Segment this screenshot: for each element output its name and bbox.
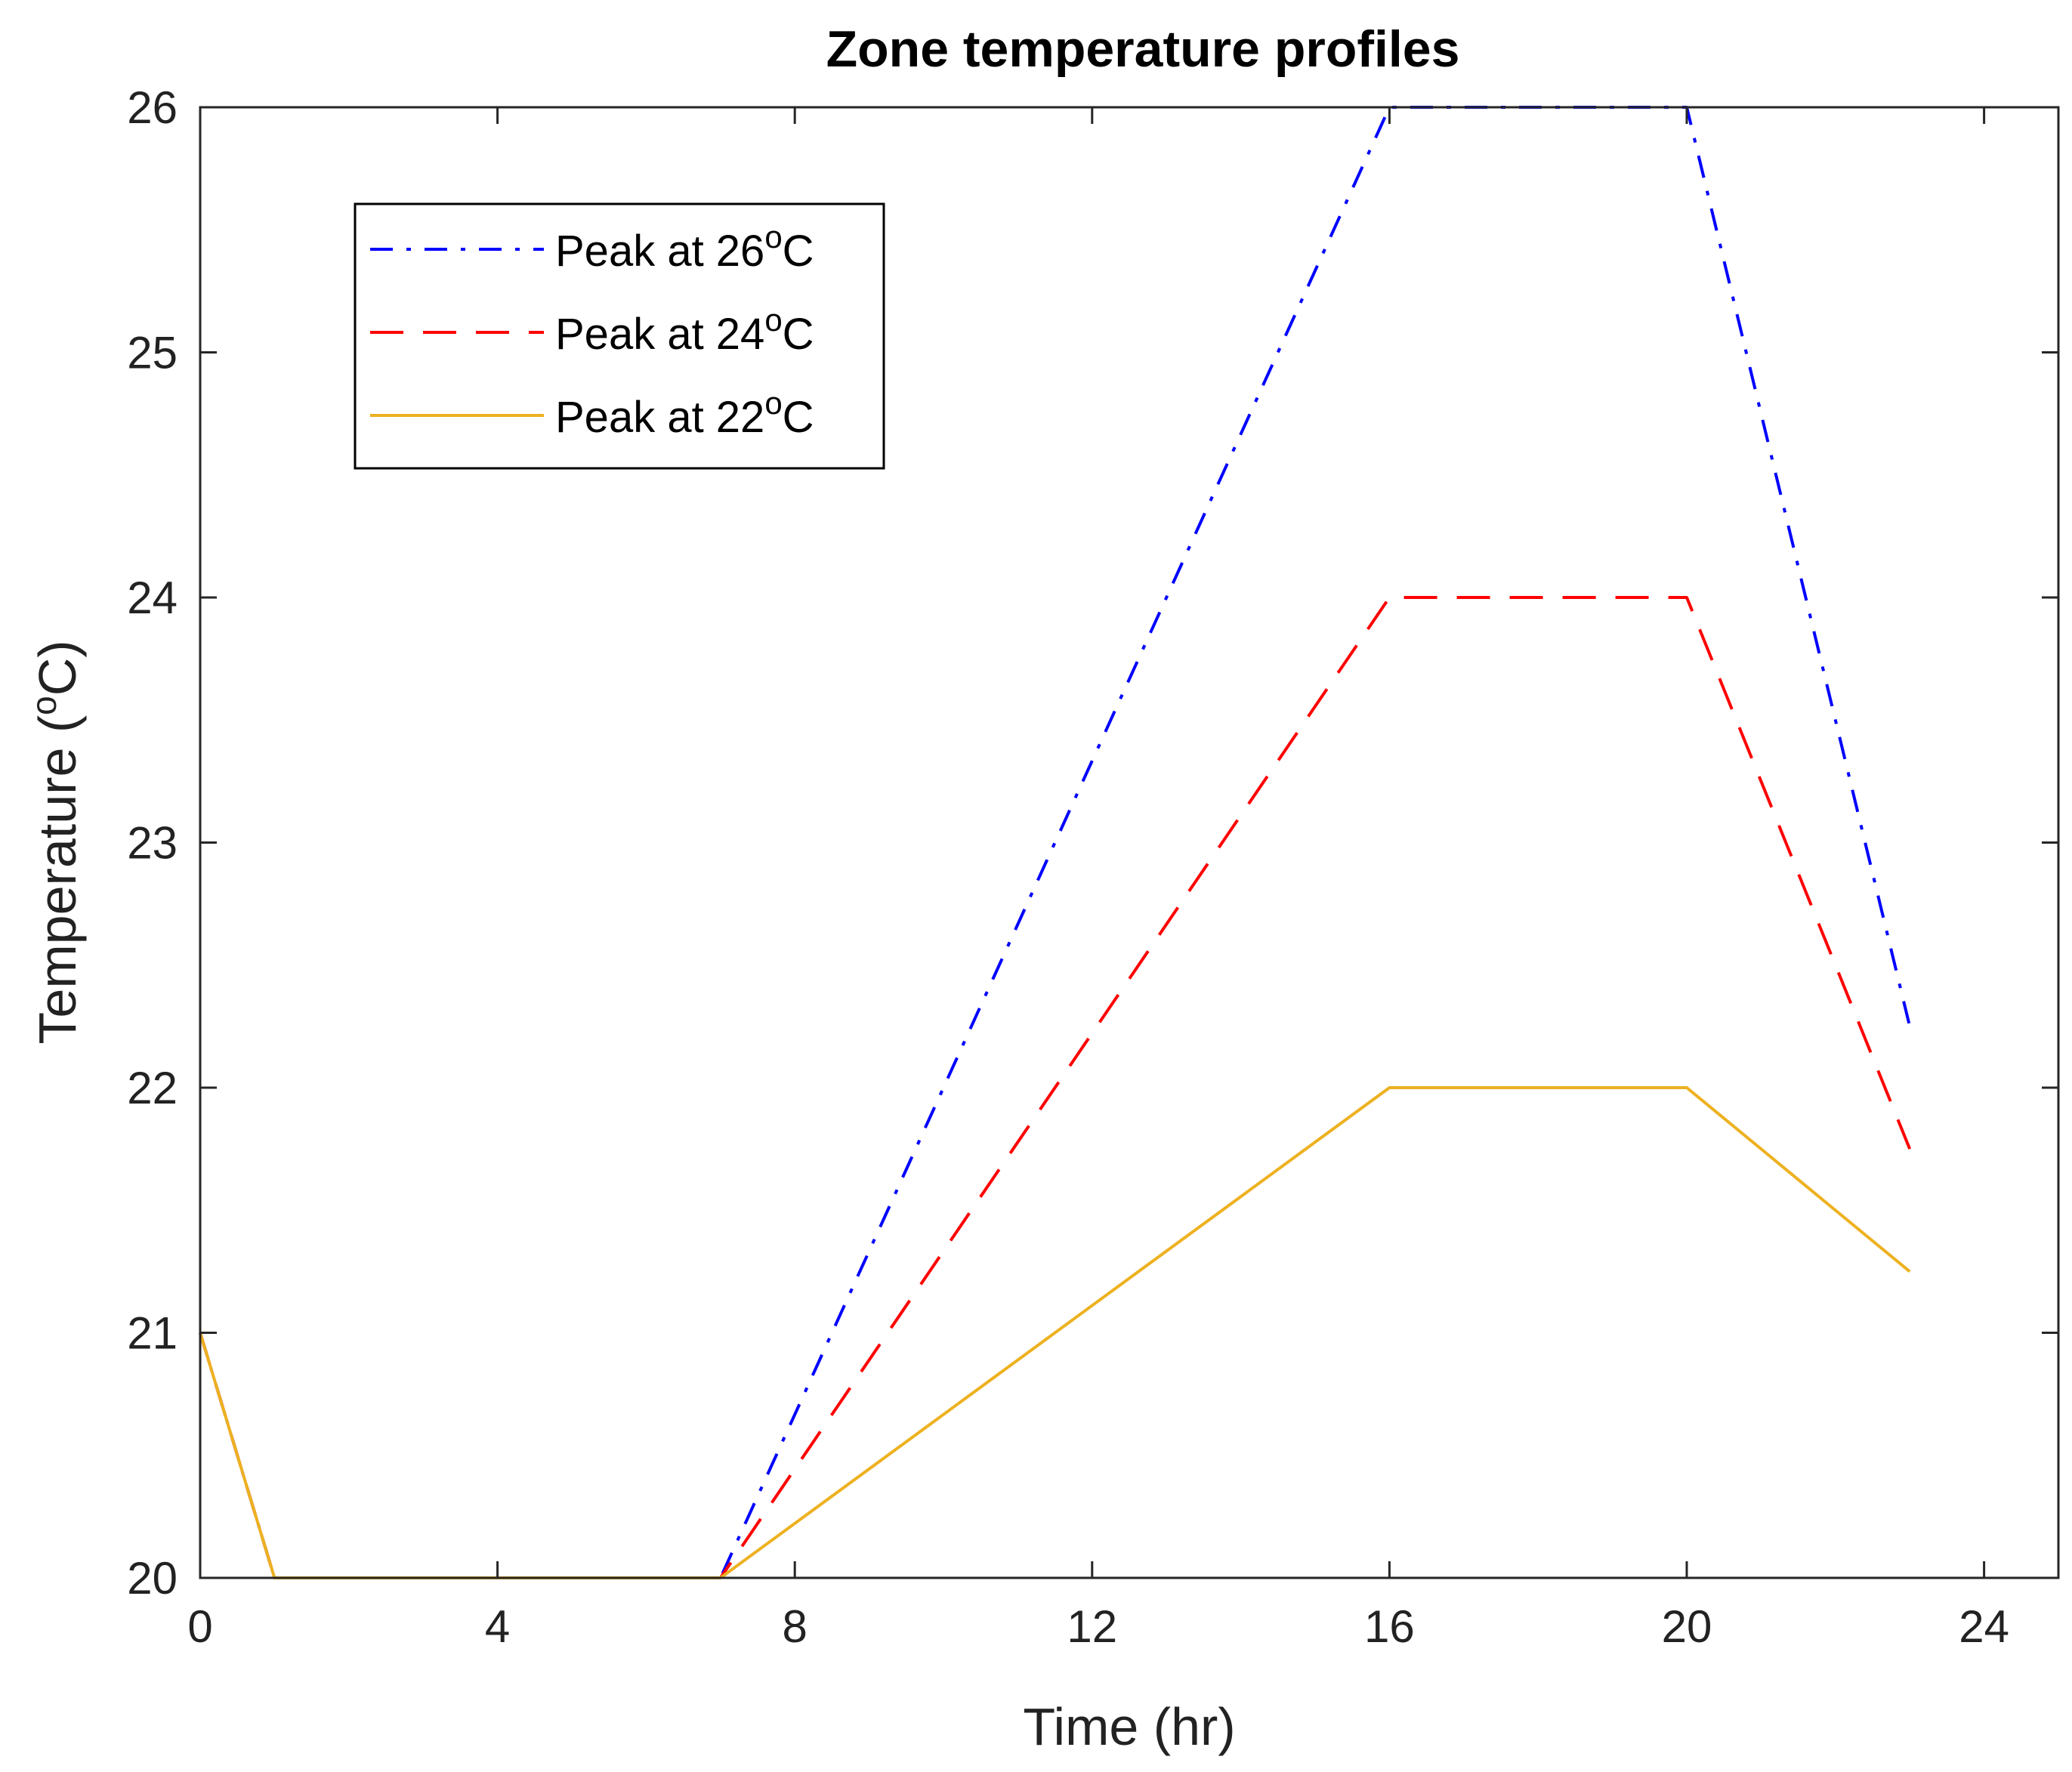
y-tick-label: 21 xyxy=(127,1308,178,1359)
x-tick-label: 4 xyxy=(485,1601,510,1652)
y-axis-ticks: 20 21 22 23 24 25 26 xyxy=(127,82,2058,1604)
x-axis-label: Time (hr) xyxy=(1023,1697,1235,1756)
legend-label-end: C xyxy=(783,393,814,442)
series-line-2 xyxy=(199,1086,1911,1579)
x-tick-label: 16 xyxy=(1364,1601,1415,1652)
y-tick-label: 25 xyxy=(127,328,178,378)
legend-label-0: Peak at 26oC xyxy=(555,219,814,276)
x-axis-ticks: 0 4 8 12 16 20 24 xyxy=(187,107,2009,1652)
series-layer xyxy=(199,106,1912,1579)
y-axis-label-main: Temperature ( xyxy=(28,715,87,1045)
legend-label-2: Peak at 22oC xyxy=(555,385,814,442)
y-tick-label: 26 xyxy=(127,82,178,133)
legend-label-end: C xyxy=(783,310,814,359)
x-tick-label: 24 xyxy=(1959,1601,2009,1652)
legend-label-sup: o xyxy=(764,219,782,255)
y-tick-label: 23 xyxy=(127,818,178,869)
y-tick-label: 22 xyxy=(127,1063,178,1113)
legend-label-sup: o xyxy=(764,385,782,421)
legend-label-main: Peak at 26 xyxy=(555,227,764,276)
legend-label-end: C xyxy=(783,227,814,276)
y-tick-label: 20 xyxy=(127,1553,178,1604)
y-axis-label-sup: o xyxy=(24,696,63,715)
legend-label-1: Peak at 24oC xyxy=(555,302,814,359)
legend-label-main: Peak at 24 xyxy=(555,310,764,359)
x-tick-label: 12 xyxy=(1067,1601,1117,1652)
legend-label-sup: o xyxy=(764,302,782,338)
legend-label-main: Peak at 22 xyxy=(555,393,764,442)
y-axis-label-end: C) xyxy=(28,640,87,696)
y-axis-label: Temperature (oC) xyxy=(24,640,87,1044)
chart-title: Zone temperature profiles xyxy=(826,20,1460,78)
y-tick-label: 24 xyxy=(127,573,178,623)
x-tick-label: 8 xyxy=(783,1601,807,1652)
x-tick-label: 0 xyxy=(187,1601,212,1652)
x-tick-label: 20 xyxy=(1662,1601,1712,1652)
